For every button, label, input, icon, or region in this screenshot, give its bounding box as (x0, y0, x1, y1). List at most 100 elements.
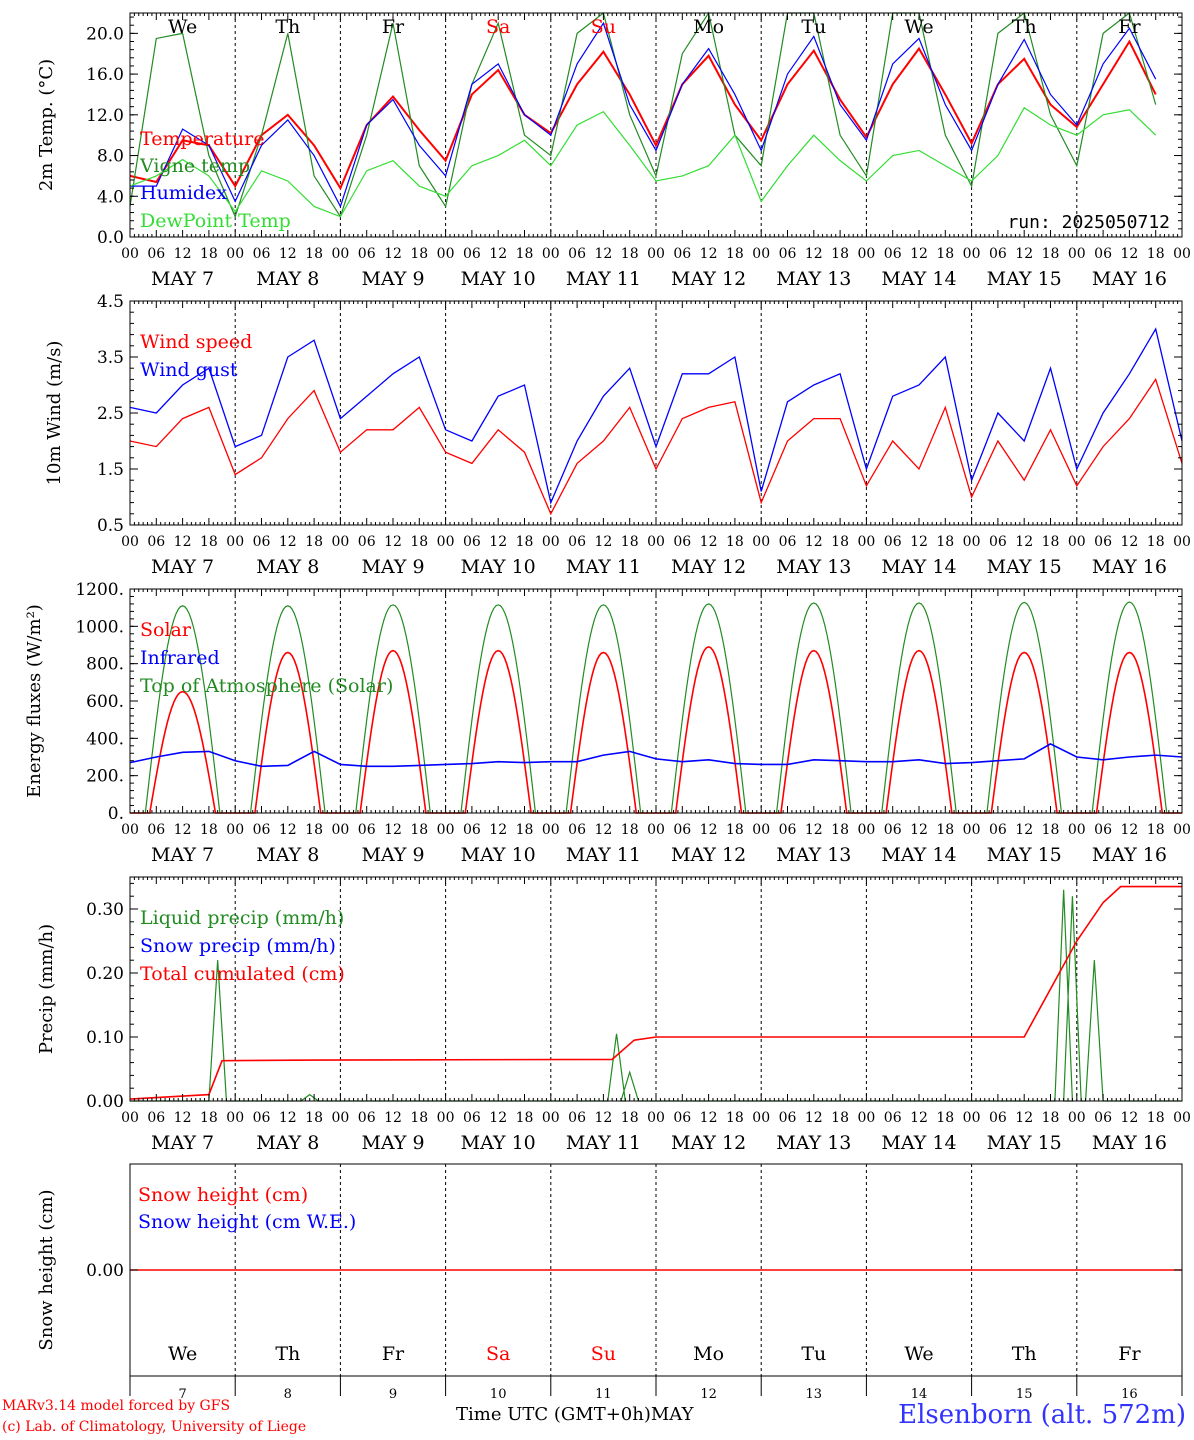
hour-tick-label: 00 (331, 534, 349, 550)
y-tick-label: 600. (86, 692, 124, 712)
date-label: MAY 16 (1092, 268, 1167, 290)
day-abbrev: Tu (801, 16, 826, 38)
y-tick-label: 200. (86, 767, 124, 787)
day-number: 11 (595, 1387, 612, 1402)
hour-tick-label: 00 (121, 534, 139, 550)
legend-solar: Solar (140, 619, 192, 641)
hour-tick-label: 00 (226, 534, 244, 550)
hour-tick-label: 06 (147, 1110, 165, 1126)
day-number: 13 (806, 1387, 823, 1402)
hour-tick-label: 18 (1042, 1110, 1060, 1126)
temp-ylabel: 2m Temp. (°C) (36, 59, 57, 191)
hour-tick-label: 06 (673, 534, 691, 550)
series-line (129, 11, 1157, 219)
legend-snow-precip: Snow precip (mm/h) (140, 935, 336, 957)
date-label: MAY 8 (256, 1132, 319, 1154)
hour-tick-label: 00 (331, 1110, 349, 1126)
hour-tick-label: 12 (384, 246, 402, 262)
legend-temperature: Temperature (140, 128, 264, 150)
legend-vigne-temp: Vigne temp (139, 155, 250, 177)
date-label: MAY 12 (671, 1132, 746, 1154)
legend-snow-height-we: Snow height (cm W.E.) (138, 1211, 356, 1233)
hour-tick-label: 06 (673, 246, 691, 262)
hour-tick-label: 00 (226, 1110, 244, 1126)
hour-tick-label: 06 (779, 246, 797, 262)
day-abbrev: Tu (801, 1343, 826, 1365)
hour-tick-label: 00 (752, 246, 770, 262)
energy-ylabel: Energy fluxes (W/m²) (24, 604, 45, 798)
hour-tick-label: 00 (647, 1110, 665, 1126)
hour-tick-label: 00 (331, 822, 349, 838)
hour-tick-label: 18 (410, 534, 428, 550)
wind-series (129, 327, 1183, 516)
hour-tick-label: 12 (805, 1110, 823, 1126)
infrared-line (129, 743, 1183, 768)
day-number: 10 (490, 1387, 507, 1402)
hour-tick-label: 18 (200, 246, 218, 262)
y-tick-label: 0.00 (86, 1092, 124, 1112)
precip-day-separators (234, 877, 1078, 1101)
run-label: run: 2025050712 (1007, 212, 1170, 233)
hour-tick-label: 18 (621, 1110, 639, 1126)
day-abbrev: Sa (486, 16, 510, 38)
hour-tick-label: 18 (516, 1110, 534, 1126)
hour-tick-label: 00 (1173, 1110, 1191, 1126)
hour-tick-label: 06 (253, 822, 271, 838)
legend-liquid-precip: Liquid precip (mm/h) (140, 907, 344, 929)
hour-tick-label: 00 (647, 534, 665, 550)
hour-tick-label: 18 (621, 246, 639, 262)
date-label: MAY 11 (566, 268, 641, 290)
series-line (130, 21, 1157, 209)
y-tick-label: 800. (86, 655, 124, 675)
hour-tick-label: 06 (147, 534, 165, 550)
hour-tick-label: 18 (936, 822, 954, 838)
hour-tick-label: 00 (542, 1110, 560, 1126)
hour-tick-label: 00 (1068, 1110, 1086, 1126)
hour-tick-label: 12 (594, 822, 612, 838)
hour-tick-label: 12 (594, 534, 612, 550)
date-label: MAY 13 (776, 268, 851, 290)
hour-tick-label: 12 (700, 534, 718, 550)
wind-day-separators (234, 301, 1078, 525)
day-abbrev: Sa (486, 1343, 510, 1365)
hour-tick-label: 00 (437, 534, 455, 550)
hour-tick-label: 12 (1015, 1110, 1033, 1126)
wind-ylabel: 10m Wind (m/s) (44, 341, 65, 486)
date-label: MAY 14 (881, 556, 956, 578)
y-tick-label: 1200. (75, 580, 124, 600)
hour-tick-label: 00 (1173, 246, 1191, 262)
day-abbrev: Mo (693, 16, 724, 38)
hour-tick-label: 18 (726, 246, 744, 262)
hour-tick-label: 12 (700, 822, 718, 838)
hour-tick-label: 12 (805, 822, 823, 838)
legend-toa-solar: Top of Atmosphere (Solar) (140, 675, 393, 697)
day-abbrev: Th (275, 1343, 300, 1365)
hour-tick-label: 18 (516, 534, 534, 550)
hour-tick-label: 00 (331, 246, 349, 262)
hour-tick-label: 18 (831, 534, 849, 550)
legend-humidex: Humidex (140, 182, 227, 204)
date-label: MAY 10 (461, 556, 536, 578)
legend-wind-gust: Wind gust (140, 359, 238, 381)
snow-series: We Th Fr Sa Su Mo Tu We Th Fr 7 8 9 10 11 12 13 14 15 16 (130, 1269, 1182, 1402)
hour-tick-label: 18 (1147, 534, 1165, 550)
y-tick-label: 0.30 (86, 900, 124, 920)
day-abbrev: Th (1012, 1343, 1037, 1365)
hour-tick-label: 18 (1147, 246, 1165, 262)
hour-tick-label: 00 (857, 534, 875, 550)
hour-tick-label: 12 (1015, 246, 1033, 262)
hour-tick-label: 12 (279, 246, 297, 262)
date-label: MAY 16 (1092, 1132, 1167, 1154)
date-label: MAY 14 (881, 844, 956, 866)
day-number: 9 (389, 1387, 397, 1402)
date-label: MAY 8 (256, 268, 319, 290)
hour-tick-label: 12 (805, 534, 823, 550)
hour-tick-label: 00 (121, 1110, 139, 1126)
hour-tick-label: 06 (253, 534, 271, 550)
hour-tick-label: 18 (936, 534, 954, 550)
hour-tick-label: 18 (1147, 822, 1165, 838)
date-label: MAY 11 (566, 1132, 641, 1154)
hour-tick-label: 18 (1042, 534, 1060, 550)
hour-tick-label: 12 (174, 246, 192, 262)
date-label: MAY 10 (461, 844, 536, 866)
